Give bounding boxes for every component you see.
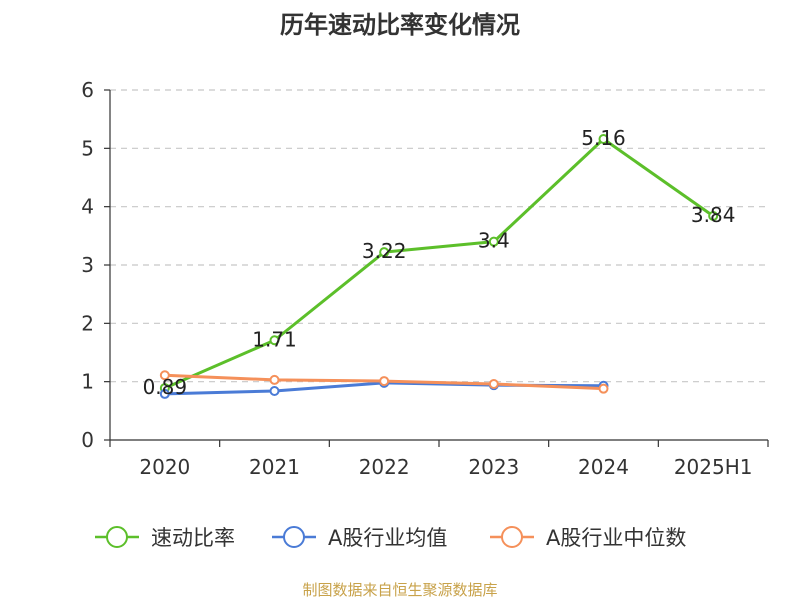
legend-item[interactable]: A股行业均值 bbox=[272, 526, 447, 550]
legend-label: 速动比率 bbox=[151, 526, 235, 550]
y-tick-label: 5 bbox=[81, 136, 94, 160]
data-point bbox=[269, 386, 280, 396]
data-point bbox=[488, 236, 499, 247]
legend-marker bbox=[501, 526, 523, 548]
x-tick-label: 2024 bbox=[578, 455, 629, 479]
legend-label: A股行业均值 bbox=[328, 526, 447, 550]
gridlines bbox=[110, 89, 768, 383]
legend[interactable]: 速动比率 A股行业均值 A股行业中位数 bbox=[95, 526, 686, 550]
data-point bbox=[488, 379, 499, 389]
x-tick-label: 2022 bbox=[359, 455, 410, 479]
data-point bbox=[708, 211, 719, 221]
data-point bbox=[379, 376, 390, 387]
series-points bbox=[159, 134, 719, 399]
data-label: 0.89 bbox=[143, 375, 188, 399]
data-label: 3.4 bbox=[478, 229, 510, 253]
x-axis-ticks: 2020 2021 2022 2023 2024 2025H1 bbox=[109, 440, 769, 479]
source-note: 制图数据来自恒生聚源数据库 bbox=[302, 581, 497, 599]
legend-item[interactable]: A股行业中位数 bbox=[490, 526, 686, 550]
x-tick-label: 2023 bbox=[468, 455, 519, 479]
legend-marker bbox=[283, 526, 305, 548]
legend-marker bbox=[106, 526, 128, 548]
y-tick-label: 4 bbox=[81, 195, 94, 219]
y-tick-label: 2 bbox=[81, 311, 94, 335]
y-tick-label: 0 bbox=[81, 428, 94, 452]
x-tick-label: 2025H1 bbox=[674, 455, 753, 479]
chart-title: 历年速动比率变化情况 bbox=[280, 11, 520, 39]
series-lines bbox=[164, 137, 715, 396]
data-label: 1.71 bbox=[252, 327, 297, 351]
y-tick-label: 6 bbox=[81, 78, 94, 102]
data-label: 5.16 bbox=[581, 126, 626, 150]
y-axis-ticks: 0 1 2 3 4 5 6 bbox=[81, 78, 110, 452]
data-point bbox=[159, 370, 170, 381]
data-point bbox=[269, 374, 280, 385]
legend-label: A股行业中位数 bbox=[546, 526, 686, 550]
data-labels: 0.89 1.71 3.22 3.4 5.16 3.84 bbox=[143, 126, 736, 399]
data-point bbox=[598, 383, 609, 394]
legend-item[interactable]: 速动比率 bbox=[95, 526, 235, 550]
x-tick-label: 2021 bbox=[249, 455, 300, 479]
y-tick-label: 3 bbox=[81, 253, 94, 277]
y-tick-label: 1 bbox=[81, 370, 94, 394]
data-label: 3.22 bbox=[362, 239, 407, 263]
x-tick-label: 2020 bbox=[139, 455, 190, 479]
axes bbox=[109, 90, 768, 441]
data-point bbox=[379, 247, 390, 258]
series-line-0 bbox=[164, 137, 715, 390]
data-point bbox=[159, 388, 170, 399]
data-point bbox=[269, 335, 280, 346]
data-point bbox=[598, 134, 609, 144]
data-label: 3.84 bbox=[691, 203, 736, 227]
